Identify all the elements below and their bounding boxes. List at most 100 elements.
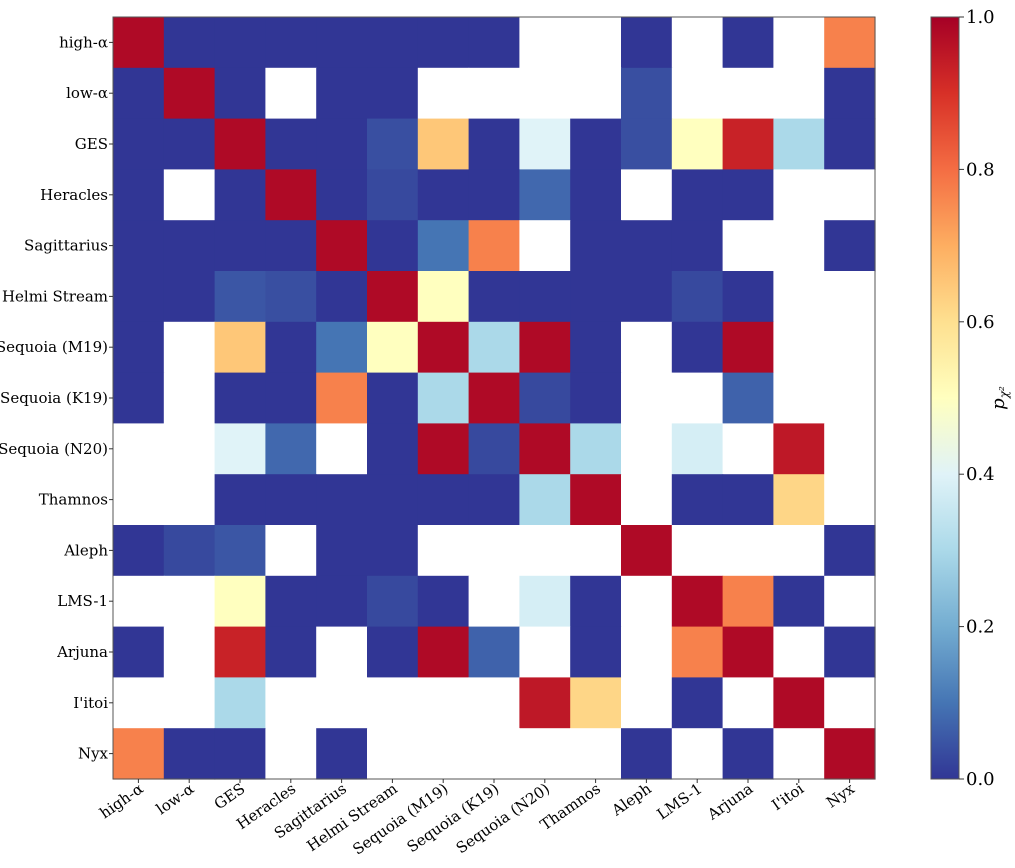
heatmap-cell bbox=[468, 372, 520, 424]
x-tick-label: GES bbox=[211, 780, 249, 814]
heatmap-cell bbox=[468, 677, 520, 729]
heatmap-cell bbox=[824, 169, 876, 221]
colorbar-tick-label: 1.0 bbox=[966, 7, 995, 28]
heatmap-cell bbox=[621, 423, 673, 475]
heatmap-cell bbox=[722, 17, 774, 69]
heatmap-cell bbox=[214, 728, 266, 780]
heatmap-cell bbox=[621, 474, 673, 526]
heatmap-cell bbox=[417, 67, 470, 120]
heatmap-cell bbox=[671, 169, 724, 221]
heatmap-cell bbox=[519, 271, 571, 323]
heatmap-cell bbox=[824, 17, 876, 69]
heatmap-cell bbox=[519, 423, 571, 475]
heatmap-cell bbox=[621, 67, 673, 120]
y-tick-label: Helmi Stream bbox=[2, 287, 108, 305]
x-tick-label: high-α bbox=[96, 780, 146, 823]
heatmap-cell bbox=[621, 626, 673, 678]
heatmap-cell bbox=[367, 728, 419, 780]
heatmap-cell bbox=[316, 372, 368, 424]
heatmap-cell bbox=[367, 626, 419, 678]
heatmap-cell bbox=[316, 169, 368, 221]
heatmap-cell bbox=[163, 17, 216, 69]
heatmap-cell bbox=[773, 118, 825, 170]
colorbar-tick-label: 0.8 bbox=[966, 159, 995, 180]
heatmap-cell bbox=[113, 474, 165, 526]
colorbar-tick-label: 0.2 bbox=[966, 617, 995, 638]
heatmap-cell bbox=[722, 372, 774, 424]
y-tick-label: Nyx bbox=[78, 745, 109, 763]
heatmap-cell bbox=[722, 575, 774, 628]
heatmap-cell bbox=[214, 67, 266, 120]
heatmap-cell bbox=[722, 220, 774, 272]
heatmap-cell bbox=[214, 626, 266, 678]
heatmap-cell bbox=[824, 67, 876, 120]
heatmap-cell bbox=[417, 423, 470, 475]
heatmap-cell bbox=[113, 575, 165, 628]
colorbar-tick-label: 0.0 bbox=[966, 769, 995, 790]
heatmap-cell bbox=[163, 728, 216, 780]
heatmap-cell bbox=[519, 677, 571, 729]
heatmap-cell bbox=[163, 67, 216, 120]
heatmap-cell bbox=[265, 169, 317, 221]
heatmap-cell bbox=[417, 372, 470, 424]
heatmap-cell bbox=[468, 271, 520, 323]
y-tick-label: low-α bbox=[66, 84, 108, 102]
heatmap-cell bbox=[316, 728, 368, 780]
heatmap-cell bbox=[316, 525, 368, 577]
heatmap-cell bbox=[722, 321, 774, 374]
y-tick-label: Sagittarius bbox=[24, 237, 108, 255]
heatmap-cell bbox=[367, 271, 419, 323]
colorbar-tick-label: 0.4 bbox=[966, 464, 995, 485]
heatmap-cell bbox=[570, 17, 622, 69]
y-tick-label: GES bbox=[75, 135, 108, 153]
heatmap-cell bbox=[621, 677, 673, 729]
heatmap-cell bbox=[367, 372, 419, 424]
heatmap-cell bbox=[417, 321, 470, 374]
heatmap-cell bbox=[163, 321, 216, 374]
heatmap-cell bbox=[417, 626, 470, 678]
x-tick-label: LMS-1 bbox=[654, 780, 706, 824]
heatmap-cell bbox=[621, 525, 673, 577]
heatmap-cell bbox=[367, 677, 419, 729]
heatmap-cell bbox=[468, 626, 520, 678]
heatmap-cell bbox=[773, 474, 825, 526]
heatmap-cell bbox=[417, 118, 470, 170]
heatmap-cell bbox=[163, 525, 216, 577]
heatmap-cell bbox=[824, 372, 876, 424]
heatmap-cell bbox=[570, 728, 622, 780]
heatmap-cell bbox=[417, 575, 470, 628]
heatmap-cell bbox=[773, 220, 825, 272]
heatmap-cell bbox=[824, 525, 876, 577]
heatmap-cell bbox=[621, 575, 673, 628]
heatmap-cell bbox=[722, 677, 774, 729]
heatmap-cell bbox=[468, 728, 520, 780]
heatmap-cell bbox=[214, 474, 266, 526]
heatmap-cell bbox=[519, 169, 571, 221]
heatmap-cell bbox=[113, 271, 165, 323]
heatmap-cell bbox=[671, 423, 724, 475]
heatmap-cell bbox=[214, 220, 266, 272]
heatmap-cell bbox=[621, 220, 673, 272]
heatmap-cell bbox=[671, 17, 724, 69]
x-tick-label: Arjuna bbox=[703, 780, 756, 825]
heatmap-cell bbox=[570, 474, 622, 526]
heatmap-cell bbox=[316, 677, 368, 729]
heatmap-cell bbox=[417, 474, 470, 526]
heatmap-cell bbox=[367, 17, 419, 69]
colorbar-label: pχ² bbox=[988, 386, 1011, 410]
y-tick-label: Sequoia (M19) bbox=[0, 338, 108, 356]
heatmap-cell bbox=[113, 677, 165, 729]
heatmap-cell bbox=[722, 423, 774, 475]
heatmap-cell bbox=[468, 474, 520, 526]
heatmap-cell bbox=[671, 321, 724, 374]
heatmap-cell bbox=[773, 321, 825, 374]
heatmap-cell bbox=[316, 423, 368, 475]
heatmap-cell bbox=[519, 220, 571, 272]
heatmap-cell bbox=[824, 118, 876, 170]
heatmap-cell bbox=[367, 169, 419, 221]
heatmap-cell bbox=[417, 525, 470, 577]
heatmap-cell bbox=[113, 169, 165, 221]
heatmap-cell bbox=[417, 220, 470, 272]
heatmap-cell bbox=[316, 575, 368, 628]
